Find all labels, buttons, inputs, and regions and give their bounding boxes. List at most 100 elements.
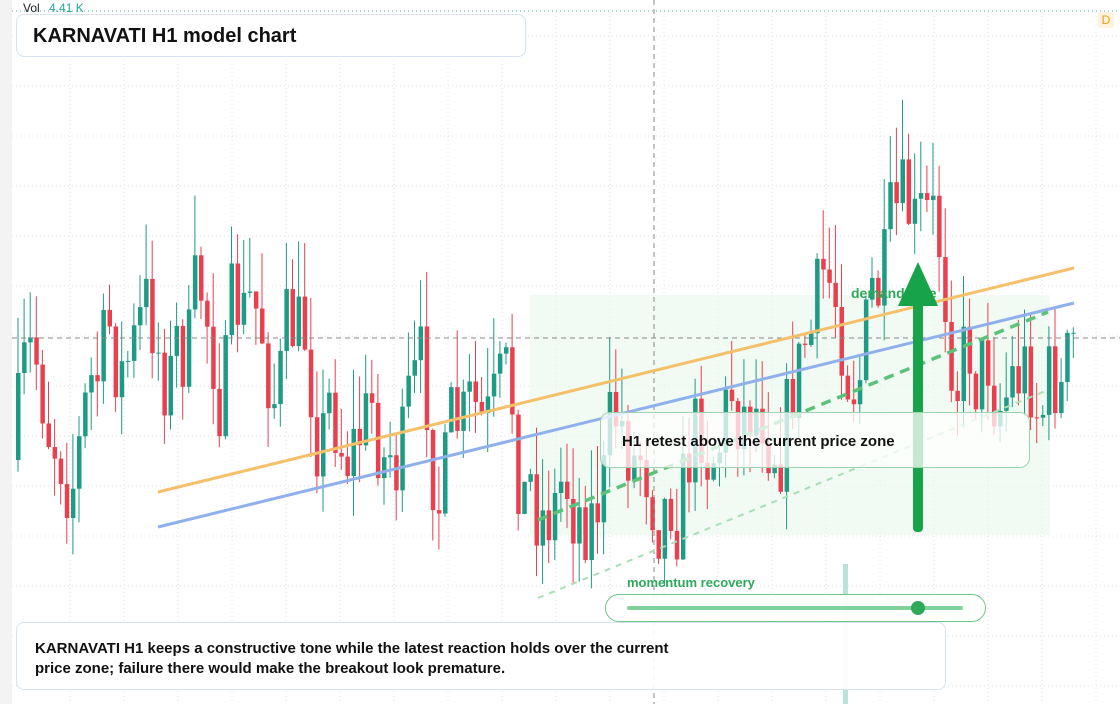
candle-body — [1016, 366, 1021, 394]
candle-body — [967, 326, 973, 374]
candle-body — [125, 360, 131, 362]
candle-body — [571, 498, 576, 544]
candle-body — [339, 452, 344, 457]
candle-body — [333, 392, 338, 453]
candle-body — [961, 326, 966, 402]
candle-body — [302, 296, 308, 350]
candle-body — [241, 292, 247, 325]
candle-body — [16, 373, 21, 460]
candle-body — [815, 258, 820, 334]
candle-body — [644, 460, 649, 498]
candle-body — [937, 195, 942, 258]
candle-body — [1022, 346, 1027, 394]
candle-body — [809, 333, 814, 345]
candle-body — [790, 378, 796, 418]
candle-body — [296, 296, 302, 347]
caption-box: KARNAVATI H1 keeps a constructive tone w… — [16, 622, 946, 690]
candle-body — [58, 458, 64, 485]
candle-body — [1004, 397, 1009, 411]
candle-body — [876, 277, 881, 306]
candle-body — [89, 375, 94, 393]
candle-body — [192, 255, 198, 310]
candle-body — [1071, 332, 1076, 334]
candle-body — [772, 464, 777, 474]
candle-body — [479, 401, 485, 414]
candle-body — [912, 198, 918, 224]
candle-body — [900, 159, 905, 204]
candle-body — [22, 342, 27, 374]
momentum-knob[interactable] — [911, 601, 925, 615]
candle-body — [632, 455, 637, 481]
candle-body — [394, 455, 399, 491]
candle-body — [577, 507, 582, 544]
candle-body — [217, 388, 222, 437]
candle-body — [833, 282, 838, 307]
candle-body — [412, 360, 417, 376]
candle-body — [229, 263, 234, 336]
candle-body — [144, 278, 149, 308]
candle-body — [174, 325, 180, 356]
candle-body — [863, 299, 869, 381]
candle-body — [802, 343, 808, 345]
candle-body — [357, 428, 363, 446]
candle-body — [485, 396, 491, 414]
candle-body — [1034, 417, 1040, 419]
candle-body — [327, 392, 332, 414]
candle-body — [729, 389, 735, 402]
candle-body — [443, 432, 448, 514]
candle-body — [314, 417, 320, 477]
candle-body — [595, 503, 600, 523]
candle-body — [979, 340, 985, 410]
candle-body — [382, 457, 387, 479]
candle-body — [851, 399, 857, 405]
volume-label: Vol — [23, 1, 40, 15]
candle-body — [113, 326, 119, 398]
candle-body — [949, 321, 954, 391]
candle-body — [467, 381, 472, 392]
candle-body — [430, 430, 436, 511]
candle-body — [888, 182, 893, 230]
candle-body — [101, 309, 106, 382]
candle-body — [40, 364, 45, 424]
candle-body — [308, 349, 314, 418]
candle-body — [150, 278, 155, 354]
candle-body — [778, 464, 783, 492]
candle-body — [656, 530, 661, 559]
candle-body — [552, 493, 558, 541]
candle-body — [424, 326, 430, 431]
candle-body — [351, 428, 356, 477]
candle-body — [199, 255, 204, 301]
candle-body — [1065, 332, 1070, 383]
candle-body — [52, 447, 58, 459]
candle-body — [540, 510, 546, 546]
candle-body — [674, 530, 680, 560]
candle-body — [400, 406, 405, 491]
candle-body — [211, 326, 216, 389]
candle-body — [95, 375, 100, 382]
candle-body — [375, 402, 381, 479]
momentum-pill — [605, 594, 986, 622]
candle-body — [278, 350, 283, 405]
candle-body — [418, 326, 424, 361]
interval-badge[interactable]: D — [1098, 12, 1114, 28]
candle-body — [138, 307, 143, 326]
left-edge — [0, 0, 12, 704]
candle-body — [796, 343, 802, 418]
candle-body — [461, 391, 466, 431]
candle-body — [223, 335, 228, 437]
candle-body — [894, 182, 899, 204]
candle-body — [882, 229, 887, 306]
volume-value: 4.41 K — [49, 1, 84, 15]
candle-body — [992, 385, 997, 427]
candle-body — [870, 277, 875, 300]
candle-body — [918, 193, 924, 199]
candle-body — [1046, 346, 1052, 415]
candle-body — [973, 373, 979, 410]
candle-body — [955, 390, 960, 402]
candle-body — [455, 387, 460, 431]
candle-body — [406, 375, 411, 407]
candle-body — [180, 325, 186, 387]
candle-body — [601, 455, 607, 523]
candle-body — [107, 309, 112, 327]
